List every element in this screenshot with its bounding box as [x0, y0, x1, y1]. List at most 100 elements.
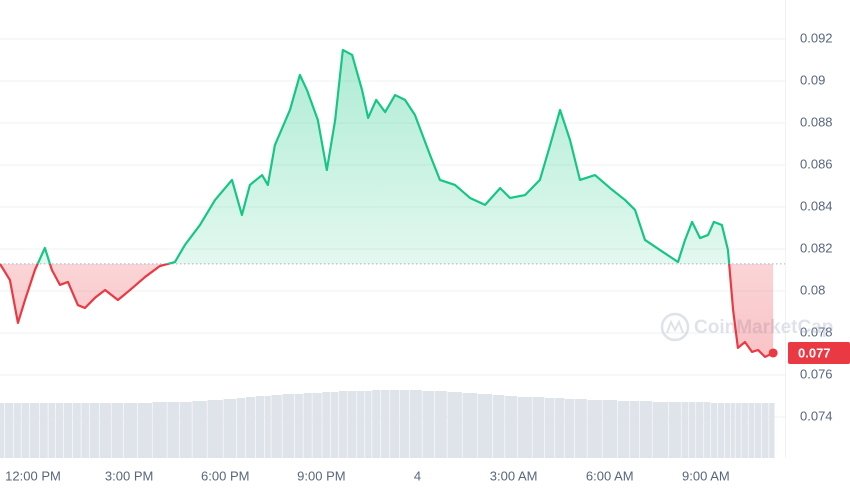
volume-bar [669, 402, 681, 458]
price-line-down [0, 263, 774, 359]
x-tick-label: 4 [414, 468, 421, 483]
x-tick-label: 6:00 PM [201, 468, 249, 483]
area-up [0, 49, 774, 264]
volume-bar [688, 402, 696, 458]
volume-bar [330, 392, 339, 458]
volume-bar [192, 401, 207, 458]
volume-bar [602, 400, 617, 458]
volume-bar [256, 396, 265, 458]
volume-bar [617, 401, 630, 458]
volume-bar [29, 403, 40, 458]
volume-bar [236, 398, 246, 458]
volume-bar [89, 403, 100, 458]
volume-bar [245, 397, 256, 458]
x-tick-label: 3:00 AM [490, 468, 538, 483]
x-tick-label: 12:00 PM [5, 468, 61, 483]
volume-bar [505, 396, 518, 458]
volume-bar [223, 399, 237, 458]
y-tick-label: 0.086 [800, 156, 833, 171]
volume-bar [4, 403, 14, 458]
x-tick-label: 6:00 AM [586, 468, 634, 483]
volume-bar [55, 403, 64, 458]
volume-bar [303, 393, 312, 458]
y-tick-label: 0.076 [800, 366, 833, 381]
y-tick-label: 0.088 [800, 114, 833, 129]
y-tick-label: 0.092 [800, 30, 833, 45]
volume-bar [380, 390, 390, 458]
volume-bar [322, 392, 331, 458]
volume-bar [517, 397, 532, 458]
volume-bar [434, 391, 447, 458]
price-line-up [0, 48, 731, 264]
volume-bar [477, 394, 493, 458]
volume-bar [99, 403, 111, 458]
y-tick-label: 0.082 [800, 240, 833, 255]
volume-bar [13, 403, 21, 458]
volume-bar [0, 403, 5, 458]
volume-bar [492, 395, 505, 458]
volume-bar [409, 390, 422, 458]
volume-bar [574, 399, 587, 458]
volume-bar [640, 401, 652, 458]
volume-bar [400, 390, 410, 458]
volume-bar [48, 403, 56, 458]
volume-bar [294, 394, 303, 458]
volume-bar [282, 394, 295, 458]
y-tick-label: 0.078 [800, 324, 833, 339]
x-tick-label: 9:00 PM [297, 468, 345, 483]
volume-bar [179, 402, 192, 458]
volume-bar [462, 393, 477, 458]
volume-bar [137, 403, 152, 458]
y-tick-label: 0.074 [800, 408, 833, 423]
volume-bar [545, 398, 555, 458]
price-badge [788, 341, 850, 364]
volume-bar [207, 400, 223, 458]
volume-bar [271, 395, 282, 458]
price-badge-label: 0.077 [798, 345, 831, 360]
volume-bar [123, 403, 138, 458]
volume-bar [565, 399, 575, 458]
volume-bar [312, 393, 322, 458]
volume-bar [63, 403, 73, 458]
volume-bar [357, 391, 365, 458]
watermark-logo [666, 319, 684, 334]
volume-bar [724, 403, 730, 458]
volume-bar [717, 403, 725, 458]
y-tick-label: 0.084 [800, 198, 833, 213]
volume-bar [72, 403, 81, 458]
volume-bar [338, 391, 347, 458]
x-tick-label: 9:00 AM [682, 468, 730, 483]
watermark-logo [660, 312, 690, 342]
volume-bar [81, 403, 90, 458]
volume-bar [755, 403, 762, 458]
volume-bar [390, 390, 400, 458]
y-tick-label: 0.09 [800, 72, 825, 87]
volume-bar [748, 403, 755, 458]
x-tick-label: 3:00 PM [105, 468, 153, 483]
last-point [768, 348, 778, 358]
volume-bar [761, 403, 769, 458]
volume-bar [710, 403, 718, 458]
volume-bar [769, 403, 775, 458]
volume-bar [730, 403, 735, 458]
volume-bar [532, 397, 545, 458]
volume-bar [372, 390, 381, 458]
volume-bar [39, 403, 48, 458]
volume-bar [152, 402, 167, 458]
volume-bar [264, 396, 271, 458]
volume-bar [365, 391, 372, 458]
volume-bar [447, 392, 462, 458]
volume-bar [741, 403, 748, 458]
y-tick-label: 0.08 [800, 282, 825, 297]
volume-bar [347, 391, 357, 458]
volume-bar [696, 402, 704, 458]
volume-bar [167, 402, 180, 458]
volume-bar [21, 403, 30, 458]
volume-bar [704, 402, 711, 458]
volume-bar [587, 400, 602, 458]
volume-bar [555, 398, 565, 458]
volume-bar [422, 391, 435, 458]
volume-bar [681, 402, 688, 458]
